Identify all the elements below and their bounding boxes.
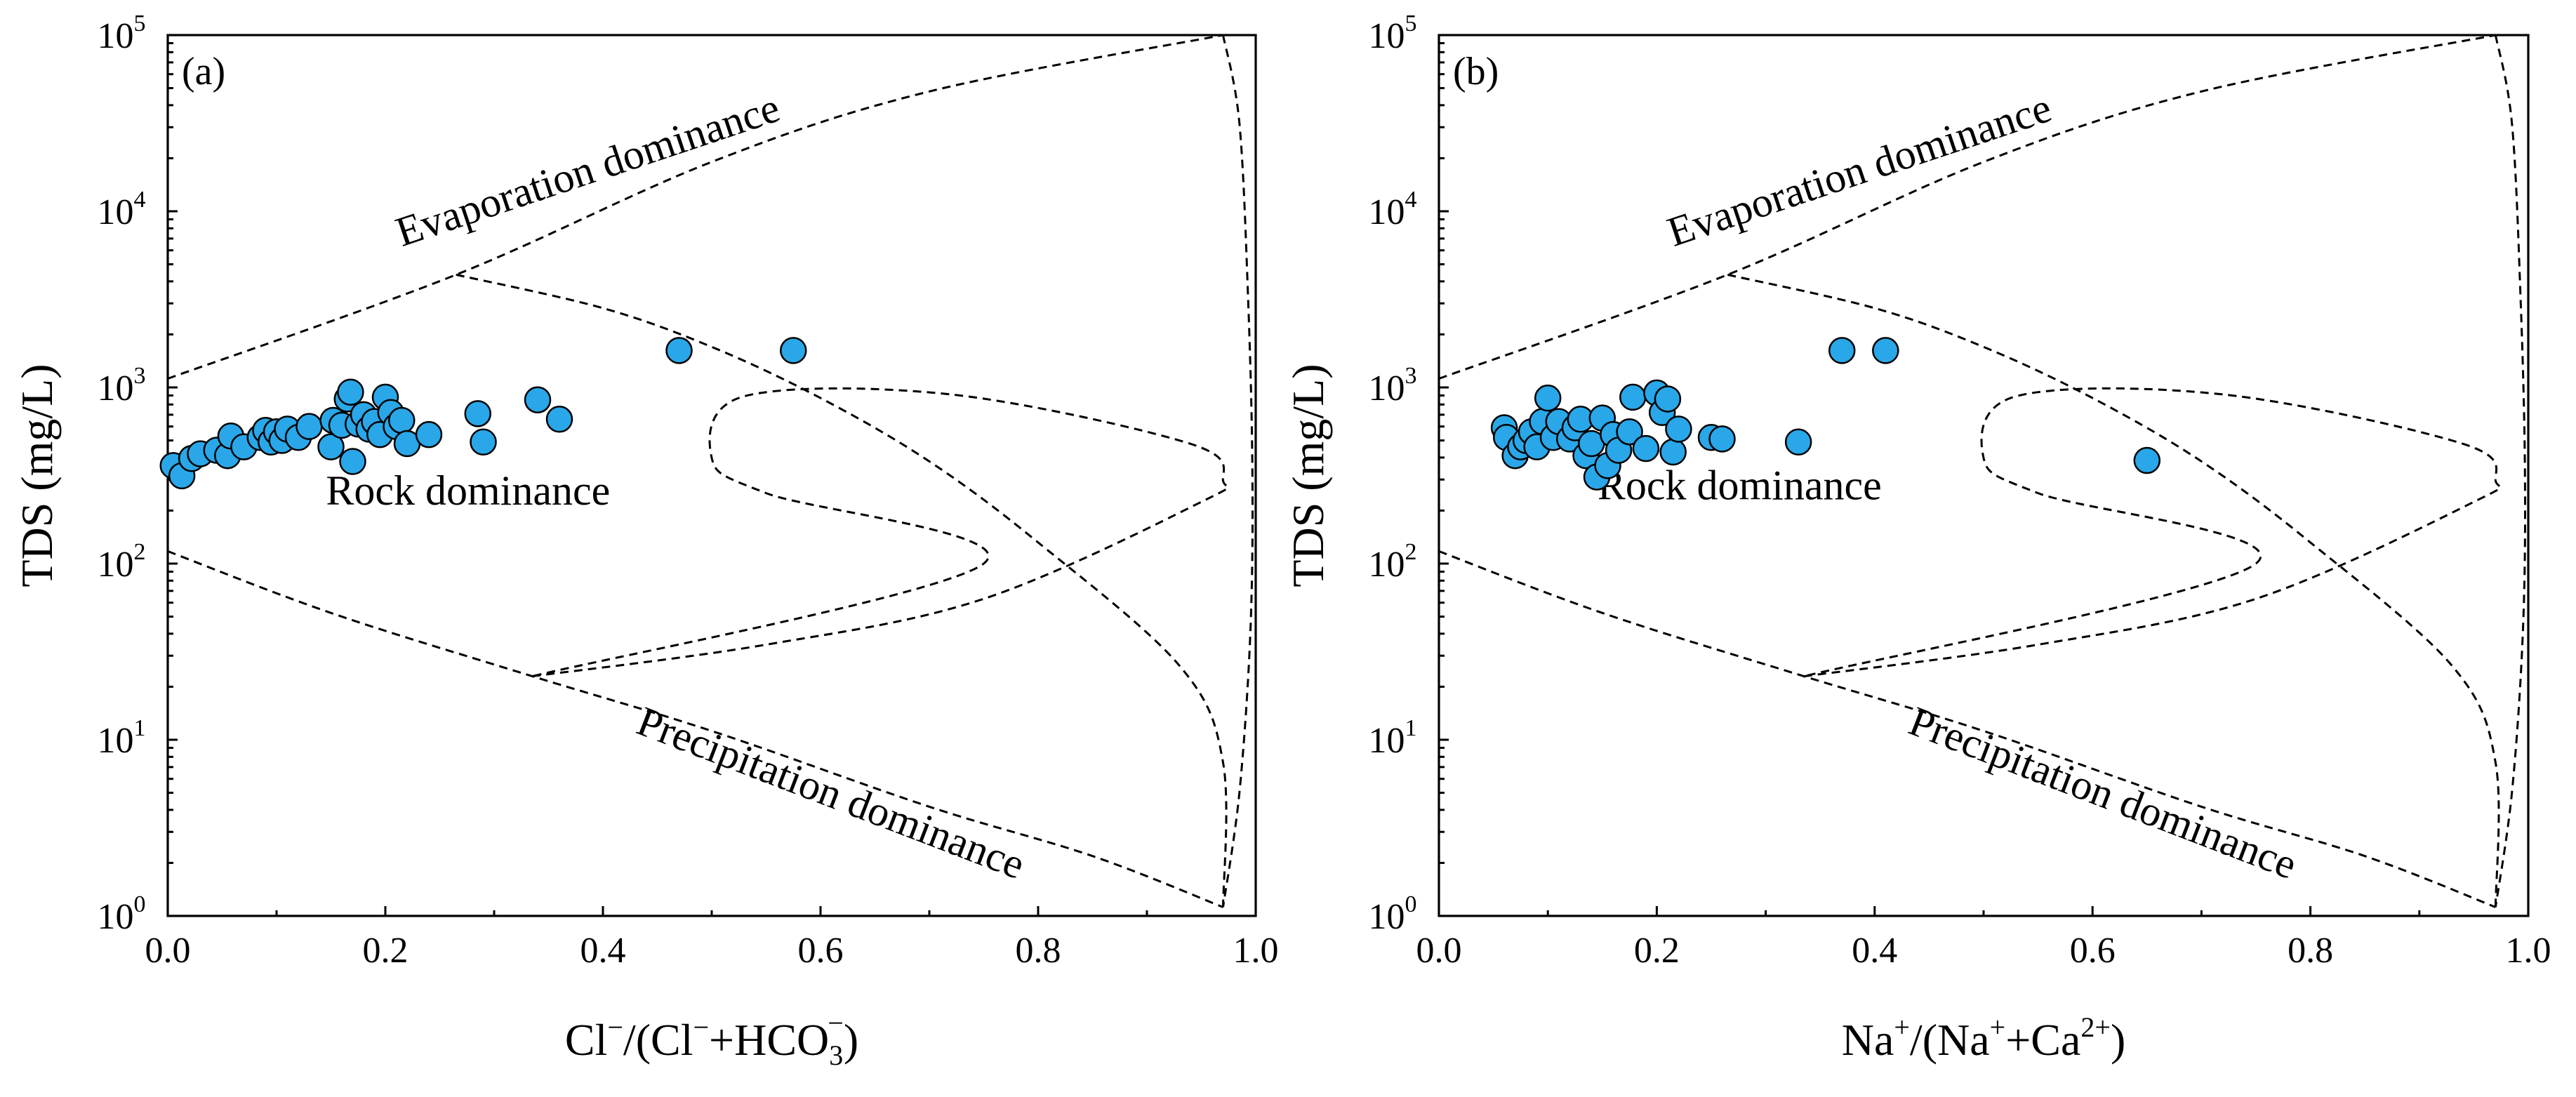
x-tick-label: 0.8 [1016, 931, 1061, 971]
gibbs-boundary-outerRight [2494, 34, 2527, 907]
data-point [464, 400, 491, 427]
panel-label: (b) [1453, 50, 1499, 93]
data-point [388, 406, 416, 434]
panel-label: (a) [182, 50, 225, 93]
x-tick-label: 0.6 [2070, 931, 2116, 971]
annotation-rock: Rock dominance [1598, 462, 1882, 508]
x-tick-label: 0.8 [2288, 931, 2333, 971]
data-point [1632, 434, 1660, 463]
data-point [296, 413, 323, 440]
y-tick-label: 101 [1369, 715, 1417, 761]
data-point [1659, 438, 1687, 466]
x-tick-label: 0.2 [1634, 931, 1680, 971]
data-point [1534, 384, 1562, 412]
annotation-precipitation: Precipitation dominance [631, 698, 1031, 888]
y-axis-title: TDS (mg/L) [1283, 364, 1333, 587]
y-tick-label: 104 [98, 187, 146, 232]
x-tick-label: 0.0 [145, 931, 191, 971]
panel-a: 0.0 0.2 0.4 0.6 0.8 1.0 100 101 102 103 104 105 TDS … [12, 11, 1279, 1071]
y-tick-label: 103 [1369, 363, 1417, 408]
data-point [1654, 385, 1682, 413]
data-point [780, 337, 807, 364]
x-tick-label: 1.0 [1233, 931, 1279, 971]
data-point [2133, 446, 2161, 474]
y-axis-title: TDS (mg/L) [12, 364, 62, 587]
data-point [1619, 383, 1647, 411]
y-tick-label: 100 [1369, 891, 1417, 937]
data-point [1784, 428, 1812, 456]
gibbs-boundary-mid [456, 273, 1228, 907]
data-point [337, 378, 364, 406]
y-tick-label: 104 [1369, 187, 1417, 232]
data-point [339, 448, 366, 475]
data-point [1616, 418, 1643, 446]
gibbs-boundary-lower [167, 550, 1224, 908]
data-point [1828, 337, 1856, 364]
x-axis-title: Na+/(Na++Ca2+) [1842, 1011, 2126, 1065]
gibbs-boundary-mid [1727, 273, 2500, 907]
annotation-evaporation: Evaporation dominance [1661, 84, 2057, 255]
annotation-rock: Rock dominance [326, 467, 610, 514]
x-tick-label: 0.4 [1852, 931, 1897, 971]
data-point [545, 406, 573, 433]
data-point [1708, 425, 1736, 453]
x-tick-label: 1.0 [2506, 931, 2551, 971]
x-tick-label: 0.2 [363, 931, 409, 971]
annotation-precipitation: Precipitation dominance [1903, 698, 2303, 888]
y-tick-label: 103 [98, 363, 146, 408]
data-point [415, 420, 443, 448]
gibbs-boundary-outerRight [1222, 34, 1254, 907]
y-tick-label: 102 [98, 539, 146, 585]
y-tick-label: 105 [1369, 11, 1417, 56]
gibbs-boundary-lower [1438, 550, 2496, 908]
data-point [1872, 337, 1899, 364]
data-point [470, 428, 497, 456]
annotation-evaporation: Evaporation dominance [390, 84, 785, 255]
x-tick-label: 0.0 [1416, 931, 1462, 971]
gibbs-boundary-innerLoop [531, 387, 1229, 678]
x-axis-title: Cl−/(Cl−+HCO3−) [565, 1007, 858, 1071]
data-point [1665, 415, 1692, 443]
y-tick-label: 102 [1369, 539, 1417, 585]
y-tick-label: 105 [98, 11, 146, 56]
gibbs-boundary-upper [167, 34, 1223, 380]
panel-b: 0.0 0.2 0.4 0.6 0.8 1.0 100 101 102 103 104 105 TDS … [1283, 11, 2551, 1065]
data-point [317, 433, 345, 460]
data-point [524, 386, 552, 413]
x-tick-label: 0.4 [580, 931, 626, 971]
gibbs-boundary-upper [1438, 34, 2496, 380]
y-tick-label: 101 [98, 715, 146, 761]
gibbs-boundary-innerLoop [1803, 387, 2502, 678]
x-tick-label: 0.6 [798, 931, 844, 971]
data-point [665, 337, 693, 364]
y-tick-label: 100 [98, 891, 146, 937]
